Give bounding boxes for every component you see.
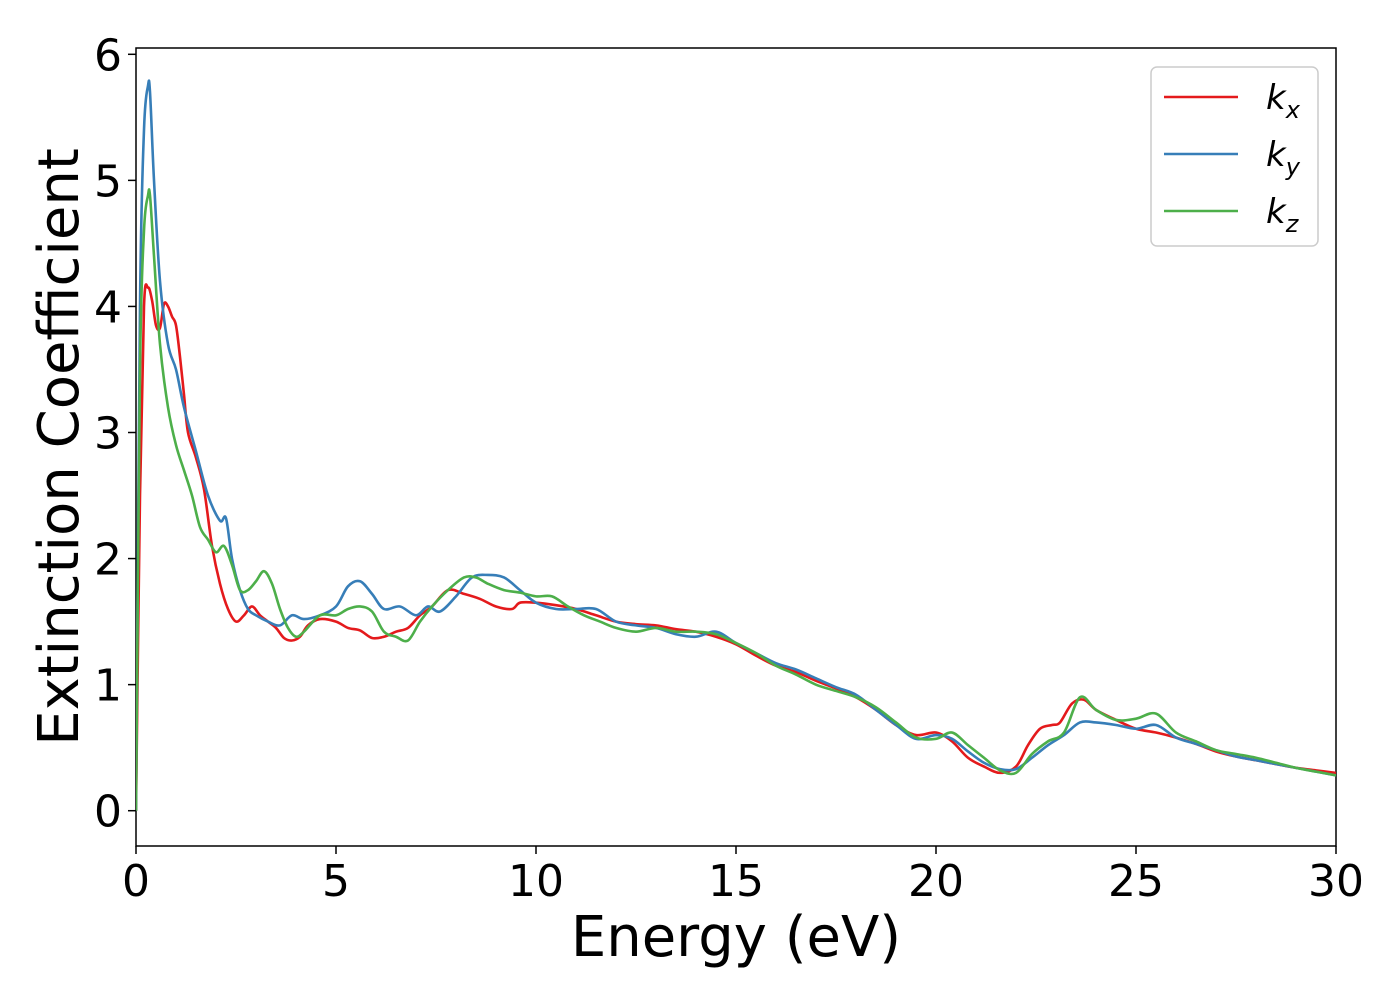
legend-entry-subscript: x: [1285, 96, 1301, 124]
legend-box: [1150, 66, 1319, 247]
series-line-kx: [136, 283, 1336, 811]
legend-entry: kz: [1266, 192, 1300, 238]
y-tick-label: 6: [94, 30, 122, 81]
y-tick-label: 5: [94, 156, 122, 207]
x-tick-label: 15: [708, 856, 764, 907]
y-tick-label: 0: [94, 787, 122, 838]
series-layer: [136, 79, 1336, 811]
legend-entry: ky: [1266, 135, 1301, 181]
y-tick-label: 4: [94, 282, 122, 333]
series-line-ky: [136, 79, 1336, 811]
x-tick-label: 0: [122, 856, 150, 907]
x-tick-label: 30: [1308, 856, 1364, 907]
x-axis-ticks: 0 5 10 15 20 25 30: [122, 846, 1364, 907]
y-axis-label: Extinction Coefficient: [27, 148, 92, 746]
legend-entry-subscript: y: [1285, 153, 1301, 181]
x-tick-label: 5: [322, 856, 350, 907]
legend-entry-name: k: [1266, 192, 1287, 232]
legend-entry-subscript: z: [1285, 210, 1300, 238]
legend-entry: kx: [1266, 78, 1301, 124]
x-tick-label: 25: [1108, 856, 1164, 907]
y-tick-label: 1: [94, 661, 122, 712]
x-axis-label: Energy (eV): [571, 905, 901, 970]
x-tick-label: 20: [908, 856, 964, 907]
legend-entry-name: k: [1266, 135, 1287, 175]
y-tick-label: 3: [94, 409, 122, 460]
series-line-kz: [136, 188, 1336, 811]
y-axis-ticks: 0 1 2 3 4 5 6: [94, 30, 136, 838]
x-tick-label: 10: [508, 856, 564, 907]
y-tick-label: 2: [94, 535, 122, 586]
legend-entry-name: k: [1266, 78, 1287, 118]
